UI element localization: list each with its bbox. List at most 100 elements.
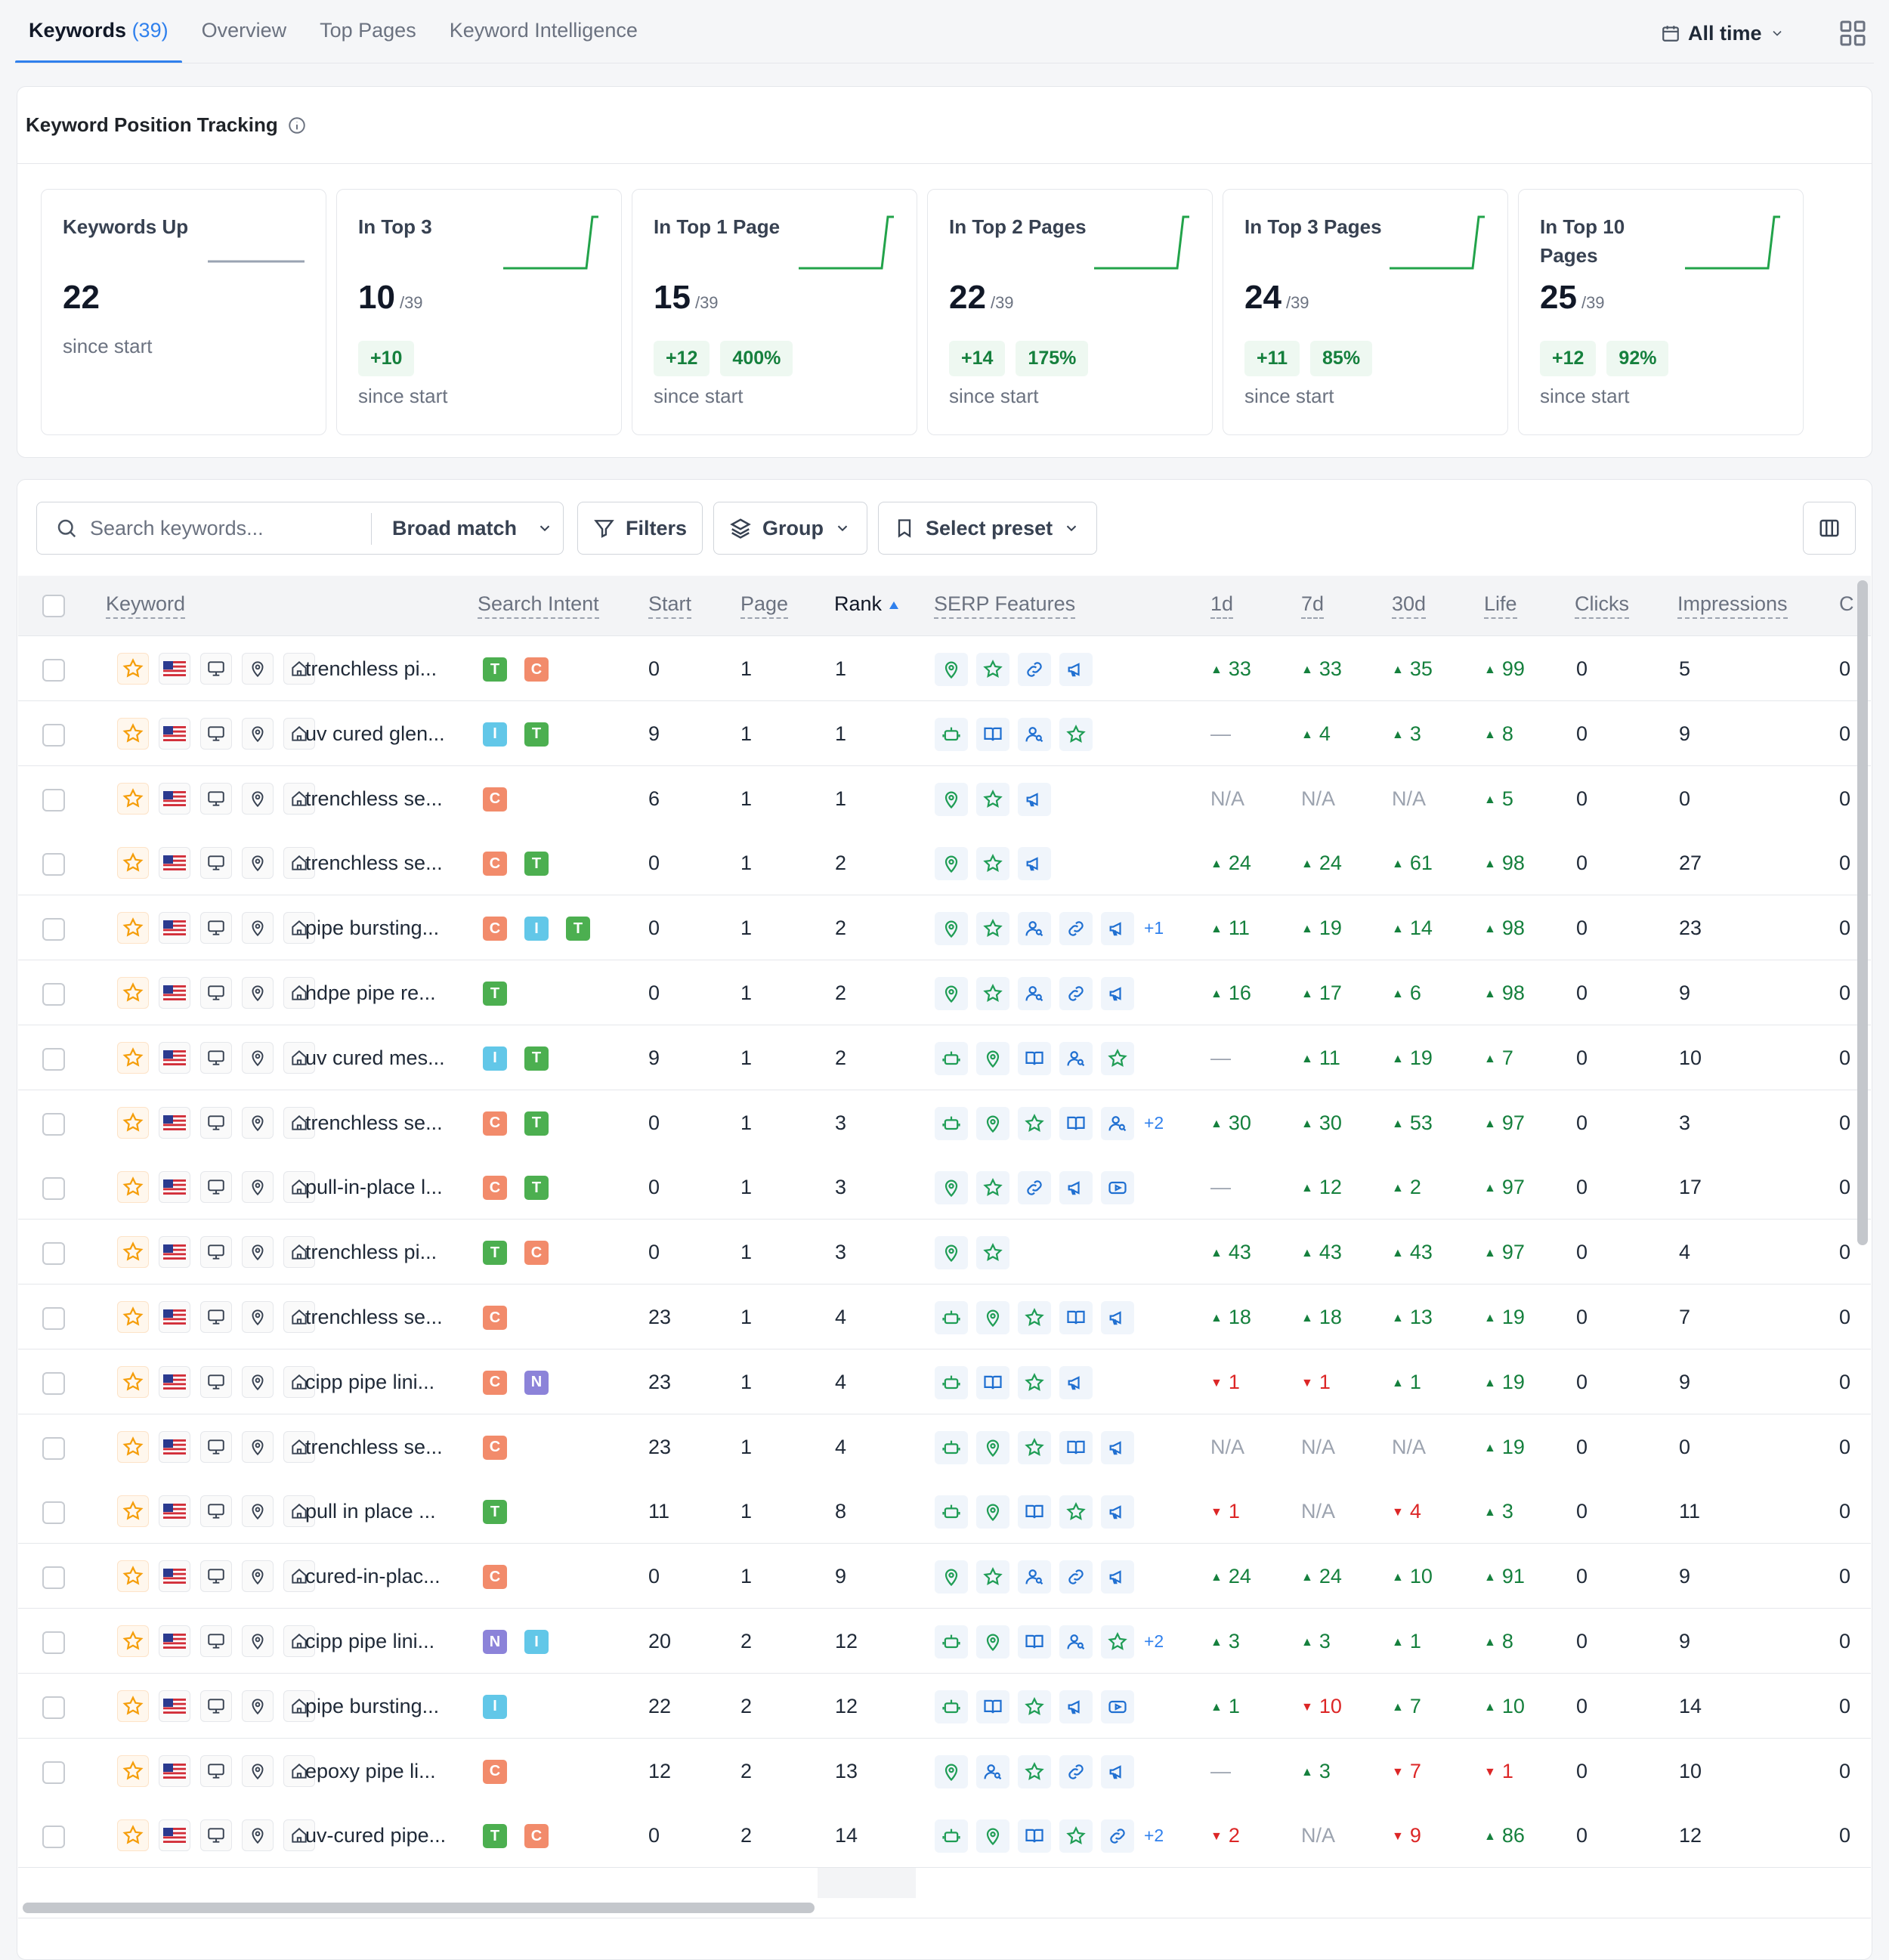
keyword-text[interactable]: trenchless se...: [305, 852, 443, 875]
keyword-text[interactable]: pipe bursting...: [305, 1694, 440, 1717]
table-row[interactable]: uv-cured pipe... T C 0 2 14 0 12 0 +2 ▼ 2 N/A ▼ 9 ▲ 86: [18, 1803, 1871, 1869]
row-checkbox[interactable]: [42, 1371, 65, 1395]
table-row[interactable]: cured-in-plac... C 0 1 9 0 9 0 ▲ 24 ▲ 24 ▲ 10 ▲ 91: [18, 1544, 1871, 1609]
info-icon[interactable]: [287, 116, 307, 135]
table-row[interactable]: trenchless se... C 6 1 1 0 0 0 N/A N/A N/A ▲ 5: [18, 765, 1871, 831]
favorite-star-icon[interactable]: [117, 1625, 149, 1657]
table-row[interactable]: uv cured mes... I T 9 1 2 0 10 0— ▲ 11 ▲ 19 ▲ 7: [18, 1025, 1871, 1090]
filters-button[interactable]: Filters: [577, 502, 703, 555]
date-range-select[interactable]: All time: [1661, 17, 1785, 50]
keyword-text[interactable]: cured-in-plac...: [305, 1565, 441, 1588]
tab-overview[interactable]: Overview: [201, 19, 287, 42]
column-header-rank[interactable]: Rank: [834, 592, 900, 617]
group-button[interactable]: Group: [713, 502, 867, 555]
tab-keyword-intelligence[interactable]: Keyword Intelligence: [449, 19, 638, 42]
row-checkbox[interactable]: [42, 1112, 65, 1136]
table-row[interactable]: pull-in-place l... C T 0 1 3 0 17 0— ▲ 12 ▲ 2 ▲ 97: [18, 1155, 1871, 1220]
match-type-select[interactable]: Broad match: [392, 517, 553, 540]
column-header-impressions[interactable]: Impressions: [1677, 592, 1788, 619]
table-row[interactable]: trenchless pi... T C 0 1 3 0 4 0 ▲ 43 ▲ 43 ▲ 43 ▲ 97: [18, 1220, 1871, 1285]
favorite-star-icon[interactable]: [117, 847, 149, 880]
column-header-life[interactable]: Life: [1484, 592, 1517, 619]
more-serp-features[interactable]: +2: [1144, 1826, 1164, 1846]
favorite-star-icon[interactable]: [117, 1430, 149, 1463]
row-checkbox[interactable]: [42, 1242, 65, 1266]
favorite-star-icon[interactable]: [117, 1560, 149, 1593]
keyword-text[interactable]: trenchless pi...: [305, 1241, 437, 1264]
more-serp-features[interactable]: +2: [1144, 1631, 1164, 1651]
favorite-star-icon[interactable]: [117, 977, 149, 1009]
favorite-star-icon[interactable]: [117, 1819, 149, 1852]
row-checkbox[interactable]: [42, 983, 65, 1006]
table-row[interactable]: hdpe pipe re... T 0 1 2 0 9 0 ▲ 16 ▲ 17 ▲ 6 ▲ 98: [18, 960, 1871, 1025]
keyword-text[interactable]: pull-in-place l...: [305, 1176, 443, 1199]
keyword-text[interactable]: cipp pipe lini...: [305, 1630, 435, 1652]
select-all-checkbox[interactable]: [42, 595, 65, 617]
favorite-star-icon[interactable]: [117, 653, 149, 685]
keyword-text[interactable]: trenchless se...: [305, 1306, 443, 1328]
column-header-serp-features[interactable]: SERP Features: [934, 592, 1076, 619]
table-row[interactable]: pipe bursting... I 22 2 12 0 14 0 ▲ 1 ▼ 10 ▲ 7 ▲ 10: [18, 1673, 1871, 1739]
column-header-clicks[interactable]: Clicks: [1575, 592, 1629, 619]
keyword-text[interactable]: uv cured glen...: [305, 722, 445, 745]
row-checkbox[interactable]: [42, 788, 65, 812]
keyword-text[interactable]: trenchless se...: [305, 1435, 443, 1458]
row-checkbox[interactable]: [42, 918, 65, 941]
table-row[interactable]: pipe bursting... C I T 0 1 2 0 23 0 +1 ▲ 11 ▲ 19 ▲ 14 ▲ 98: [18, 895, 1871, 961]
column-header-search-intent[interactable]: Search Intent: [478, 592, 599, 619]
favorite-star-icon[interactable]: [117, 1689, 149, 1722]
row-checkbox[interactable]: [42, 1047, 65, 1071]
tab-top-pages[interactable]: Top Pages: [320, 19, 416, 42]
row-checkbox[interactable]: [42, 1177, 65, 1201]
table-row[interactable]: trenchless se... C T 0 1 3 0 3 0 +2 ▲ 30 ▲ 30 ▲ 53 ▲ 97: [18, 1090, 1871, 1155]
select-preset-button[interactable]: Select preset: [878, 502, 1097, 555]
keyword-text[interactable]: pull in place ...: [305, 1500, 436, 1523]
keyword-text[interactable]: trenchless pi...: [305, 657, 437, 680]
favorite-star-icon[interactable]: [117, 1301, 149, 1333]
column-header-7d[interactable]: 7d: [1301, 592, 1325, 619]
column-header-keyword[interactable]: Keyword: [106, 592, 186, 619]
keyword-text[interactable]: pipe bursting...: [305, 917, 440, 940]
keyword-text[interactable]: epoxy pipe li...: [305, 1759, 436, 1782]
row-checkbox[interactable]: [42, 1566, 65, 1590]
horizontal-scrollbar[interactable]: [23, 1903, 815, 1913]
row-checkbox[interactable]: [42, 1631, 65, 1654]
table-row[interactable]: uv cured glen... I T 9 1 1 0 9 0— ▲ 4 ▲ 3 ▲ 8: [18, 700, 1871, 766]
table-row[interactable]: trenchless se... C 23 1 4 0 0 0 N/A N/A N/A ▲ 19: [18, 1414, 1871, 1479]
table-row[interactable]: cipp pipe lini... N I 20 2 12 0 9 0 +2 ▲ 3 ▲ 3 ▲ 1 ▲ 8: [18, 1609, 1871, 1674]
table-row[interactable]: trenchless pi... T C 0 1 1 0 5 0 ▲ 33 ▲ 33 ▲ 35 ▲ 99: [18, 636, 1871, 701]
table-row[interactable]: cipp pipe lini... C N 23 1 4 0 9 0 ▼ 1 ▼ 1 ▲ 1 ▲ 19: [18, 1349, 1871, 1414]
keyword-text[interactable]: cipp pipe lini...: [305, 1370, 435, 1393]
search-input[interactable]: Search keywords...: [90, 516, 264, 539]
favorite-star-icon[interactable]: [117, 782, 149, 815]
column-header-30d[interactable]: 30d: [1392, 592, 1427, 619]
grid-view-icon[interactable]: [1838, 18, 1868, 48]
favorite-star-icon[interactable]: [117, 1754, 149, 1787]
row-checkbox[interactable]: [42, 659, 65, 682]
column-header-c[interactable]: C: [1839, 592, 1854, 617]
row-checkbox[interactable]: [42, 1436, 65, 1460]
favorite-star-icon[interactable]: [117, 1495, 149, 1528]
column-header-start[interactable]: Start: [648, 592, 692, 619]
row-checkbox[interactable]: [42, 1696, 65, 1719]
row-checkbox[interactable]: [42, 853, 65, 876]
more-serp-features[interactable]: +2: [1144, 1112, 1164, 1133]
row-checkbox[interactable]: [42, 1826, 65, 1849]
keyword-text[interactable]: uv cured mes...: [305, 1046, 445, 1069]
column-header-page[interactable]: Page: [740, 592, 789, 619]
table-row[interactable]: epoxy pipe li... C 12 2 13 0 10 0— ▲ 3 ▼ 7 ▼ 1: [18, 1738, 1871, 1804]
column-header-1d[interactable]: 1d: [1210, 592, 1234, 619]
tab-keywords[interactable]: Keywords (39): [15, 19, 182, 63]
table-row[interactable]: trenchless se... C 23 1 4 0 7 0 ▲ 18 ▲ 18 ▲ 13 ▲ 19: [18, 1285, 1871, 1349]
favorite-star-icon[interactable]: [117, 1106, 149, 1139]
favorite-star-icon[interactable]: [117, 1365, 149, 1398]
keyword-text[interactable]: trenchless se...: [305, 787, 443, 810]
row-checkbox[interactable]: [42, 1501, 65, 1525]
keyword-text[interactable]: hdpe pipe re...: [305, 982, 436, 1004]
favorite-star-icon[interactable]: [117, 717, 149, 750]
table-row[interactable]: pull in place ... T 11 1 8 0 11 0 ▼ 1 N/A ▼ 4 ▲ 3: [18, 1479, 1871, 1544]
favorite-star-icon[interactable]: [117, 1171, 149, 1204]
keyword-text[interactable]: uv-cured pipe...: [305, 1824, 447, 1847]
row-checkbox[interactable]: [42, 1307, 65, 1330]
keyword-text[interactable]: trenchless se...: [305, 1111, 443, 1134]
